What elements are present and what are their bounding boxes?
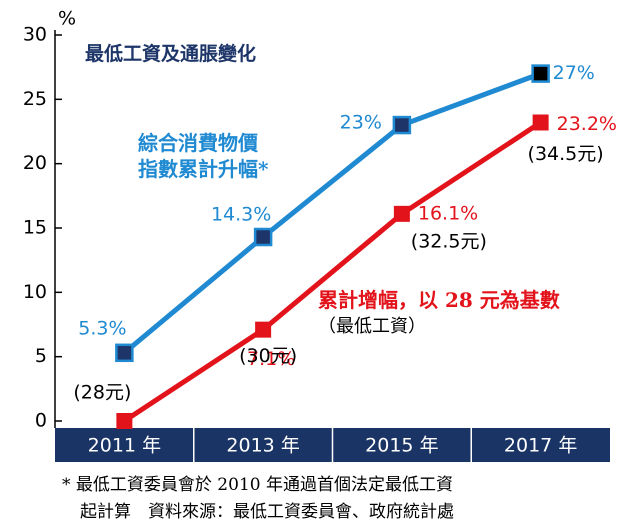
footnote: 起計算 資料來源：最低工資委員會、政府統計處 <box>80 502 454 522</box>
footnote: * 最低工資委員會於 2010 年通過首個法定最低工資 <box>62 475 453 495</box>
y-tick-label: 25 <box>23 88 47 110</box>
marker <box>531 64 550 83</box>
wage-label: (28元) <box>73 382 131 404</box>
value-label: 5.3% <box>78 317 126 339</box>
y-tick-label: 10 <box>23 281 47 303</box>
marker <box>253 227 273 247</box>
y-unit: % <box>58 8 76 30</box>
marker <box>392 115 412 135</box>
value-label: 23.2% <box>557 113 617 135</box>
x-tick-label: 2017 年 <box>504 435 577 457</box>
legend-red-note: （最低工資） <box>318 316 426 337</box>
y-tick-label: 5 <box>35 345 47 367</box>
x-tick-label: 2013 年 <box>226 435 299 457</box>
series-line <box>123 120 542 424</box>
value-label: 7.1% <box>247 348 295 370</box>
x-tick-label: 2011 年 <box>88 435 161 457</box>
value-label: 14.3% <box>211 204 271 226</box>
value-label: 16.1% <box>418 202 478 224</box>
x-tick-label: 2015 年 <box>365 435 438 457</box>
marker <box>532 114 549 131</box>
wage-label: (30元) <box>239 345 297 367</box>
wage-label: (32.5元) <box>411 230 487 252</box>
legend-blue: 綜合消費物價 指數累計升幅* <box>138 131 269 181</box>
wage-label: (34.5元) <box>528 143 604 165</box>
y-tick-label: 30 <box>23 24 47 46</box>
y-tick-label: 15 <box>23 217 47 239</box>
chart-title: 最低工資及通脹變化 <box>85 42 256 65</box>
value-label: 23% <box>340 112 382 134</box>
marker <box>393 205 410 222</box>
y-tick-label: 20 <box>23 152 47 174</box>
series-line <box>122 71 542 355</box>
legend-red: 累計增幅，以 28 元為基數 <box>318 288 560 312</box>
marker <box>116 413 133 429</box>
y-tick-label: 0 <box>35 410 47 432</box>
marker <box>255 321 272 338</box>
marker <box>115 343 134 363</box>
value-label: 27% <box>553 62 595 84</box>
